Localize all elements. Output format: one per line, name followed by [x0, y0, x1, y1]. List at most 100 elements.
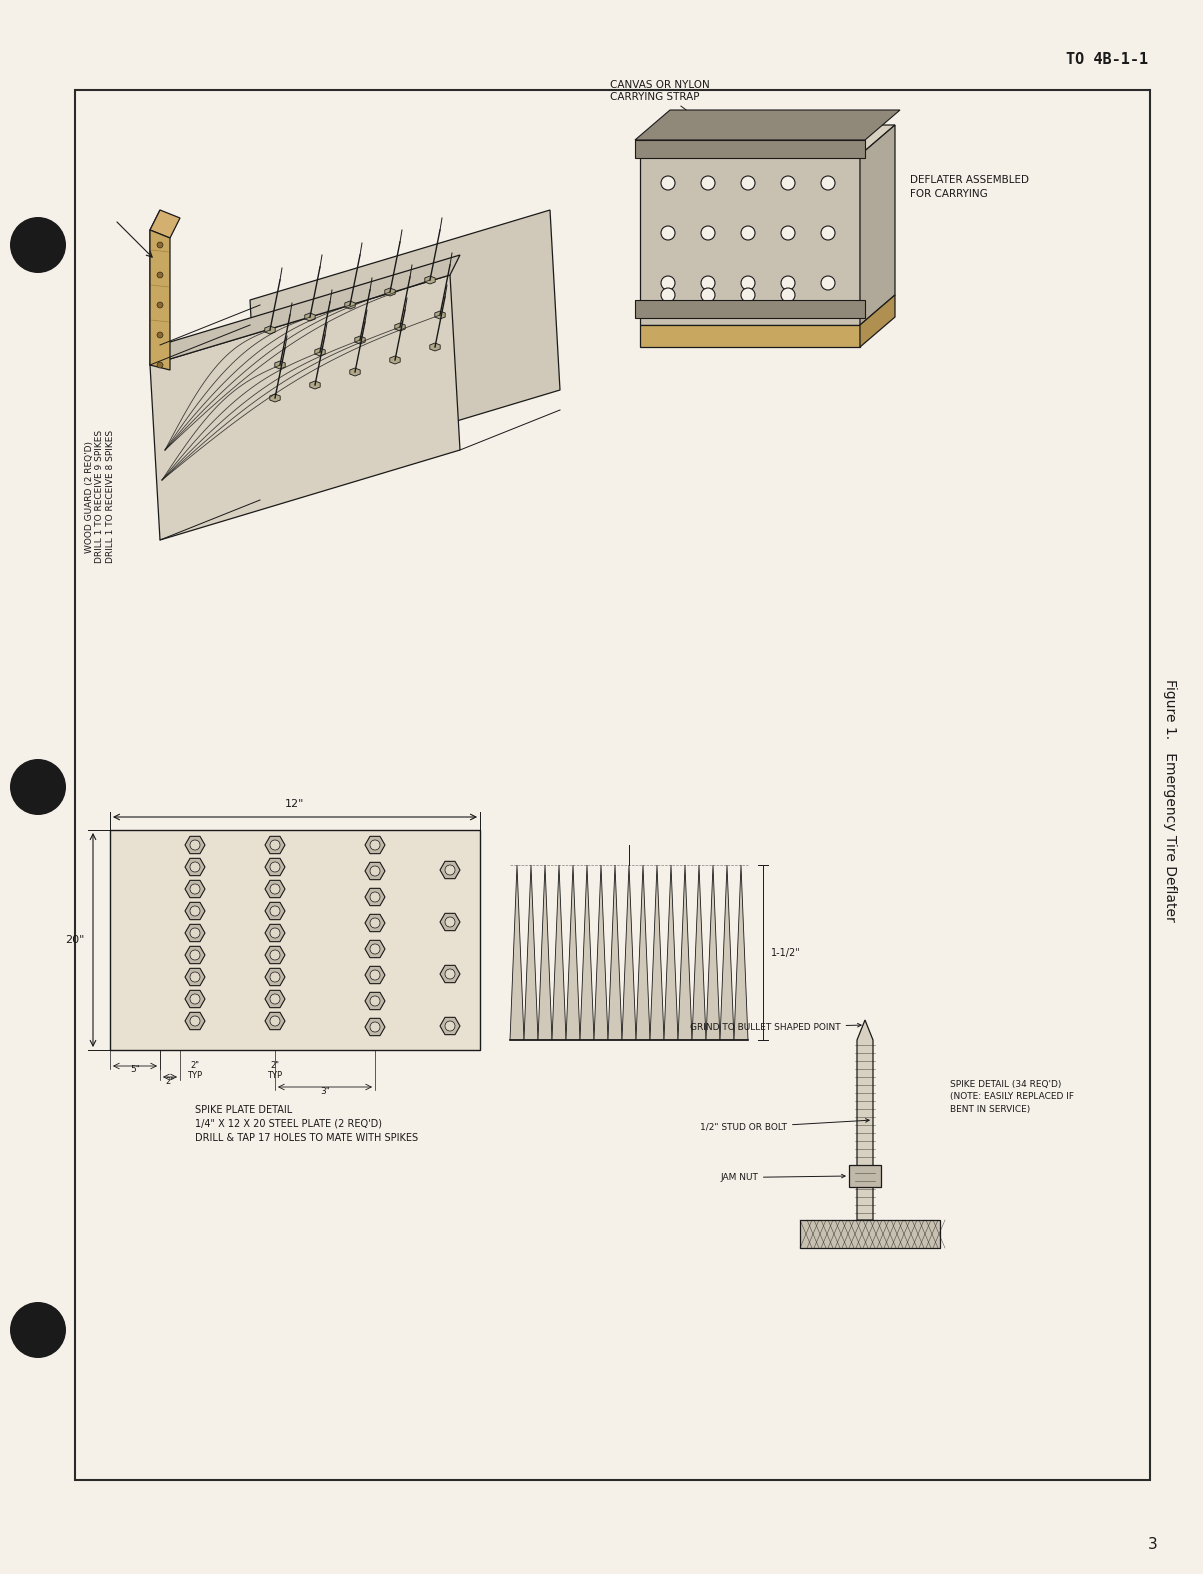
Polygon shape	[185, 858, 205, 875]
Polygon shape	[395, 323, 405, 331]
Circle shape	[701, 275, 715, 290]
Polygon shape	[365, 1018, 385, 1036]
Polygon shape	[150, 275, 460, 540]
Circle shape	[10, 217, 66, 272]
Text: 1/2" STUD OR BOLT: 1/2" STUD OR BOLT	[700, 1119, 869, 1132]
Text: SPIKE PLATE DETAIL
1/4" X 12 X 20 STEEL PLATE (2 REQ'D)
DRILL & TAP 17 HOLES TO : SPIKE PLATE DETAIL 1/4" X 12 X 20 STEEL …	[195, 1105, 419, 1143]
Polygon shape	[355, 335, 366, 345]
Circle shape	[371, 841, 380, 850]
Polygon shape	[185, 924, 205, 941]
Text: GRIND TO BULLET SHAPED POINT: GRIND TO BULLET SHAPED POINT	[691, 1023, 861, 1033]
Text: SPIKE DETAIL (34 REQ'D)
(NOTE: EASILY REPLACED IF
BENT IN SERVICE): SPIKE DETAIL (34 REQ'D) (NOTE: EASILY RE…	[950, 1080, 1074, 1114]
Polygon shape	[350, 368, 360, 376]
Polygon shape	[706, 866, 721, 1040]
Circle shape	[10, 759, 66, 815]
Circle shape	[701, 288, 715, 302]
Polygon shape	[150, 230, 170, 370]
Circle shape	[269, 951, 280, 960]
Circle shape	[371, 866, 380, 877]
Polygon shape	[734, 866, 748, 1040]
Polygon shape	[265, 924, 285, 941]
Polygon shape	[185, 990, 205, 1007]
Circle shape	[660, 288, 675, 302]
Polygon shape	[250, 209, 561, 480]
Bar	[635, 140, 865, 157]
Circle shape	[371, 892, 380, 902]
Circle shape	[660, 176, 675, 190]
Text: TO 4B-1-1: TO 4B-1-1	[1066, 52, 1148, 68]
Circle shape	[781, 288, 795, 302]
Polygon shape	[304, 313, 315, 321]
Polygon shape	[265, 1012, 285, 1029]
Circle shape	[741, 288, 755, 302]
Polygon shape	[390, 356, 401, 364]
Polygon shape	[365, 940, 385, 957]
Polygon shape	[622, 866, 636, 1040]
Circle shape	[445, 866, 455, 875]
Circle shape	[445, 970, 455, 979]
Text: 2": 2"	[166, 1077, 174, 1086]
Polygon shape	[510, 866, 525, 1040]
Polygon shape	[678, 866, 692, 1040]
Polygon shape	[265, 880, 285, 897]
Polygon shape	[594, 866, 608, 1040]
Circle shape	[371, 970, 380, 981]
Bar	[640, 324, 860, 346]
Polygon shape	[274, 360, 285, 368]
Text: 3": 3"	[320, 1088, 330, 1096]
Circle shape	[741, 176, 755, 190]
Polygon shape	[664, 866, 678, 1040]
Polygon shape	[860, 124, 895, 324]
Polygon shape	[640, 124, 895, 154]
Circle shape	[701, 176, 715, 190]
Polygon shape	[185, 880, 205, 897]
Circle shape	[445, 1022, 455, 1031]
Polygon shape	[429, 343, 440, 351]
Circle shape	[190, 1015, 200, 1026]
Circle shape	[660, 227, 675, 239]
Polygon shape	[150, 209, 180, 238]
Text: 12": 12"	[285, 800, 304, 809]
Polygon shape	[265, 858, 285, 875]
Polygon shape	[365, 888, 385, 905]
Polygon shape	[857, 1020, 873, 1220]
Text: 1-1/2": 1-1/2"	[771, 948, 801, 957]
Bar	[849, 1165, 881, 1187]
Circle shape	[269, 929, 280, 938]
Polygon shape	[608, 866, 622, 1040]
Circle shape	[741, 227, 755, 239]
Text: 5": 5"	[130, 1066, 140, 1073]
Text: 2"
TYP: 2" TYP	[267, 1061, 283, 1080]
Circle shape	[660, 275, 675, 290]
Circle shape	[371, 996, 380, 1006]
Polygon shape	[565, 866, 580, 1040]
Polygon shape	[185, 1012, 205, 1029]
Polygon shape	[345, 301, 355, 309]
Polygon shape	[365, 914, 385, 932]
Polygon shape	[185, 902, 205, 919]
Circle shape	[269, 1015, 280, 1026]
Polygon shape	[265, 990, 285, 1007]
Circle shape	[190, 841, 200, 850]
Text: JAM NUT: JAM NUT	[721, 1173, 846, 1182]
Polygon shape	[692, 866, 706, 1040]
Polygon shape	[315, 348, 325, 356]
Polygon shape	[650, 866, 664, 1040]
Circle shape	[269, 973, 280, 982]
Polygon shape	[434, 312, 445, 320]
Polygon shape	[269, 394, 280, 401]
Polygon shape	[365, 836, 385, 853]
Circle shape	[820, 227, 835, 239]
Polygon shape	[552, 866, 565, 1040]
Polygon shape	[440, 913, 460, 930]
Bar	[800, 1220, 940, 1248]
Text: 2"
TYP: 2" TYP	[188, 1061, 202, 1080]
Polygon shape	[721, 866, 734, 1040]
Circle shape	[269, 863, 280, 872]
Bar	[75, 90, 1150, 1480]
Polygon shape	[265, 326, 275, 334]
Polygon shape	[185, 968, 205, 985]
Polygon shape	[538, 866, 552, 1040]
Circle shape	[190, 885, 200, 894]
Polygon shape	[425, 275, 435, 283]
